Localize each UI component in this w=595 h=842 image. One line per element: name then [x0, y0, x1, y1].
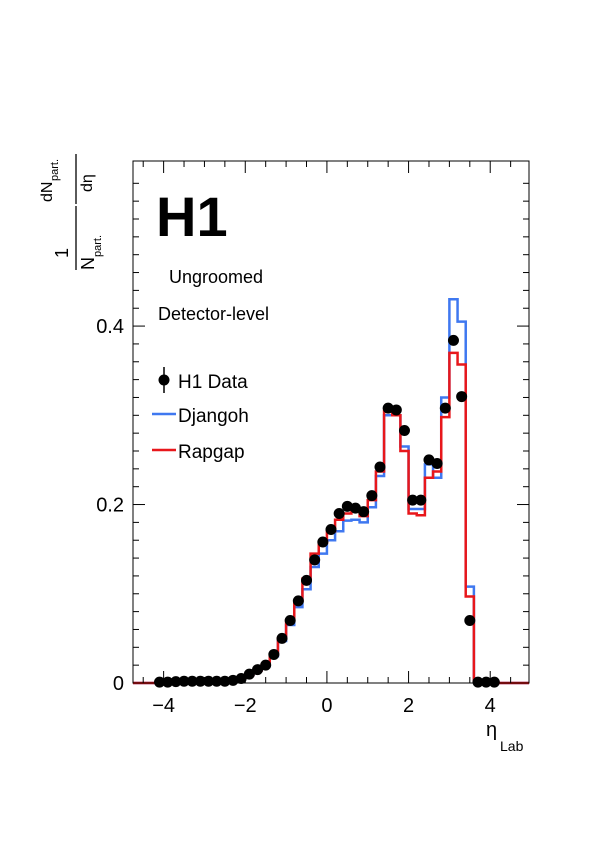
legend-entry-h1-data: H1 Data [158, 367, 248, 393]
data-point [276, 632, 288, 644]
data-point [154, 676, 166, 688]
data-point [415, 494, 427, 506]
data-point [309, 554, 321, 566]
data-point [284, 615, 296, 627]
data-point [292, 595, 304, 607]
legend: H1 Data Djangoh Rapgap [152, 367, 249, 463]
y-axis-title: 1 N part. dN part. dη [39, 154, 104, 270]
y-tick-label: 0 [113, 673, 124, 695]
y-axis-title-N: N [78, 257, 98, 270]
data-point [431, 457, 443, 469]
y-axis-title-dN: dN [39, 182, 56, 202]
y-tick-label: 0.4 [96, 316, 124, 338]
data-point [162, 676, 174, 688]
x-tick-label: −2 [234, 695, 257, 717]
x-axis-title-main: η [486, 719, 497, 741]
data-points-layer [154, 334, 500, 688]
data-point [268, 648, 280, 660]
legend-entry-djangoh: Djangoh [152, 406, 249, 427]
data-point [317, 536, 329, 548]
x-tick-label: −4 [152, 695, 175, 717]
data-point [186, 675, 198, 687]
data-point [203, 675, 215, 687]
data-point [439, 402, 451, 414]
y-axis-title-one: 1 [52, 248, 72, 258]
data-point [366, 490, 378, 502]
data-point [480, 676, 492, 688]
data-point [333, 507, 345, 519]
annotation-detector-level: Detector-level [158, 304, 269, 324]
y-tick-label: 0.2 [96, 495, 124, 517]
h1-logo: H1 [156, 185, 228, 248]
axis-ticks [133, 161, 529, 684]
x-axis-title: η Lab [486, 719, 524, 754]
y-axis-title-dN-sub: part. [49, 159, 61, 181]
data-point [488, 676, 500, 688]
data-point [447, 334, 459, 346]
data-point [472, 676, 484, 688]
legend-marker-point [158, 374, 170, 386]
x-tick-label: 0 [321, 695, 332, 717]
data-point [235, 673, 247, 685]
data-point [252, 664, 264, 676]
data-point [382, 402, 394, 414]
data-point [325, 524, 337, 536]
axis-tick-labels: −4 −2 0 2 4 0 0.2 0.4 [96, 316, 496, 717]
x-tick-label: 2 [403, 695, 414, 717]
data-point [243, 668, 255, 680]
data-point [407, 494, 419, 506]
legend-entry-rapgap: Rapgap [152, 442, 245, 463]
y-axis-title-deta: dη [79, 174, 96, 192]
data-point [464, 615, 476, 627]
plot-area [132, 160, 530, 688]
data-point [170, 676, 182, 688]
y-axis-title-N-sub: part. [92, 235, 104, 257]
data-point [390, 404, 402, 416]
x-axis-title-sub: Lab [500, 738, 524, 754]
data-point [194, 675, 206, 687]
x-tick-label: 4 [485, 695, 496, 717]
data-point [260, 659, 272, 671]
data-point [301, 574, 313, 586]
legend-label-rapgap: Rapgap [178, 442, 245, 463]
legend-label-djangoh: Djangoh [178, 406, 249, 427]
annotation-ungroomed: Ungroomed [169, 267, 263, 287]
data-point [374, 461, 386, 473]
data-point [456, 391, 468, 403]
plot-frame [132, 160, 530, 684]
data-point [211, 675, 223, 687]
data-point [358, 506, 370, 518]
legend-label-h1-data: H1 Data [178, 372, 248, 393]
data-point [398, 424, 410, 436]
